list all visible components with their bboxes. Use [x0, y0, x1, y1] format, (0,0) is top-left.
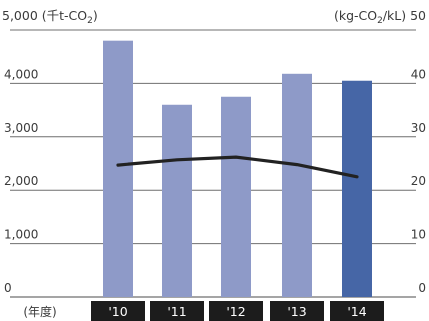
bar [221, 96, 251, 297]
x-tick-label: '10 [108, 304, 127, 319]
left-tick-label: 0 [4, 281, 12, 295]
bars [103, 40, 372, 298]
x-axis: '10 '11 '12 '13 '14 [91, 301, 384, 321]
right-tick-label: 10 [411, 228, 426, 242]
right-tick-label: 40 [411, 67, 426, 81]
x-tick-band [209, 301, 263, 321]
bar [282, 73, 312, 298]
right-tick-label: 30 [411, 121, 426, 135]
left-axis-label: 5,000 (千t-CO2) [2, 8, 98, 26]
left-tick-label: 3,000 [4, 121, 38, 135]
bar [162, 104, 192, 297]
intensity-line-path [116, 155, 359, 179]
bar [342, 80, 372, 297]
x-tick-label: '13 [287, 304, 306, 319]
right-tick-label: 20 [411, 174, 426, 188]
right-tick-label: 0 [418, 281, 426, 295]
left-axis-ticks: 4,000 3,000 2,000 1,000 0 [4, 67, 38, 295]
left-tick-label: 4,000 [4, 67, 38, 81]
right-axis-ticks: 40 30 20 10 0 [411, 67, 426, 295]
bar [103, 40, 133, 298]
x-tick-band [330, 301, 384, 321]
right-axis-label: (kg-CO2/kL) 50 [334, 8, 426, 26]
x-tick-label: '14 [347, 304, 366, 319]
intensity-line [116, 155, 359, 179]
x-tick-label: '12 [226, 304, 245, 319]
x-tick-band [150, 301, 204, 321]
x-tick-band [270, 301, 324, 321]
left-tick-label: 1,000 [4, 228, 38, 242]
left-tick-label: 2,000 [4, 174, 38, 188]
x-axis-unit-label: (年度) [23, 304, 56, 319]
x-tick-label: '11 [167, 304, 186, 319]
x-tick-band [91, 301, 145, 321]
